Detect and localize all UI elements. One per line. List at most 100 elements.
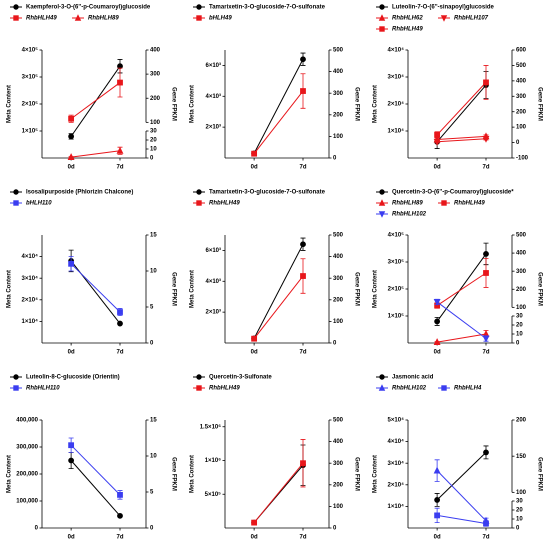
legend-marker [379, 4, 385, 10]
y2-tick-label: -100 [516, 156, 529, 162]
y-tick-label: 4×10⁴ [22, 254, 39, 260]
legend-marker [196, 189, 202, 195]
y-tick-label: 100,000 [16, 499, 38, 505]
legend-label: Jasmonic acid [392, 375, 434, 381]
legend-marker [13, 200, 19, 206]
legend-marker [13, 15, 19, 21]
x-tick-label: 7d [299, 350, 306, 356]
y2-tick-label: 5 [150, 305, 154, 311]
x-tick-label: 0d [68, 165, 75, 171]
y-tick-label: 3×10⁴ [388, 75, 405, 81]
y2-tick-label: 200 [516, 287, 527, 293]
y2-tick-label: 100 [333, 504, 344, 510]
x-tick-label: 7d [482, 350, 489, 356]
y2-tick-label: 300 [333, 276, 344, 282]
marker [68, 457, 75, 464]
marker [433, 466, 441, 474]
legend-label: RhbHLH49 [26, 16, 57, 22]
y-tick-label: 4×10³ [205, 93, 221, 100]
x-tick-label: 0d [251, 165, 258, 171]
y-tick-label: 0 [35, 526, 39, 532]
y-tick-label: 2×10⁴ [22, 297, 39, 303]
y2-tick-label: 300 [333, 91, 344, 97]
legend-marker [440, 15, 448, 22]
y2-tick-label: 100 [333, 134, 344, 140]
y2-tick-label: 20 [516, 508, 523, 514]
y-tick-label: 4×10⁵ [388, 233, 405, 239]
legend-label: Tamarixetin-3-O-glucoside-7-O-sulfonate [209, 5, 326, 11]
marker [300, 56, 306, 63]
marker [433, 299, 441, 306]
x-tick-label: 0d [434, 535, 441, 541]
legend-marker [74, 14, 82, 21]
series-line [436, 470, 487, 522]
marker [482, 335, 490, 343]
marker [433, 338, 441, 345]
y-tick-label: 1×10⁵ [388, 314, 405, 320]
y2-axis-label: Gene FPKM [353, 457, 359, 491]
y-axis-label: Meta Content [7, 455, 13, 493]
y2-tick-label: 15 [150, 233, 157, 239]
legend-label: bHLH49 [209, 16, 232, 22]
series-line [70, 263, 121, 313]
y2-axis-label: Gene FPKM [536, 457, 542, 491]
series-line [436, 452, 487, 501]
y-tick-label: 3×10⁵ [388, 260, 405, 266]
y-tick-label: 1×10⁴ [388, 129, 405, 135]
legend-marker [196, 200, 202, 206]
x-tick-label: 0d [251, 350, 258, 356]
y-tick-label: 2×10⁴ [388, 482, 405, 488]
x-tick-label: 7d [299, 165, 306, 171]
legend-label: RhbHLH89 [392, 201, 423, 207]
series-line [436, 272, 487, 306]
y2-tick-label: 100 [516, 125, 527, 131]
y-tick-label: 300,000 [16, 445, 38, 451]
series-line [253, 90, 304, 154]
y2-tick-label: 0 [333, 526, 337, 532]
y2-tick-label: 400 [150, 48, 161, 54]
y2-tick-label: 30 [150, 129, 157, 135]
marker [483, 520, 489, 527]
marker [434, 497, 441, 503]
y-tick-label: 3×10⁵ [22, 75, 39, 81]
y2-tick-label: 5 [150, 490, 154, 496]
legend-marker [13, 4, 19, 10]
series-line [253, 59, 304, 154]
series-line [436, 301, 487, 339]
series-line [70, 260, 121, 324]
y2-tick-label: 100 [150, 120, 161, 126]
legend-marker [379, 189, 385, 195]
legend-label: RhbHLH4 [454, 386, 482, 392]
marker [117, 309, 123, 315]
marker [483, 449, 489, 456]
series-line [437, 333, 487, 343]
y2-tick-label: 200 [150, 96, 161, 102]
marker [434, 512, 441, 519]
legend-label: Luteolin-7-O-(6''-sinapoyl)glucoside [392, 5, 495, 11]
y2-tick-label: 0 [516, 140, 520, 146]
y2-axis-label: Gene FPKM [536, 272, 542, 306]
y-tick-label: 200,000 [16, 472, 38, 478]
y-tick-label: 2×10⁴ [388, 102, 405, 108]
series-line [253, 244, 304, 339]
series-line [253, 462, 304, 523]
y2-axis-label: Gene FPKM [536, 87, 542, 121]
marker [434, 131, 441, 138]
x-tick-label: 7d [482, 535, 489, 541]
legend-label: Isosalipurposide (Phlorizin Chalcone) [26, 190, 133, 196]
y2-tick-label: 300 [333, 461, 344, 467]
y2-tick-label: 500 [333, 233, 344, 239]
series-line [437, 138, 487, 143]
y-tick-label: 4×10⁴ [388, 439, 405, 445]
y2-tick-label: 400 [333, 439, 344, 445]
marker [67, 153, 75, 160]
marker [68, 115, 75, 122]
legend-marker [13, 385, 19, 391]
y-tick-label: 6×10³ [205, 247, 221, 254]
marker [117, 320, 123, 327]
y-axis-label: Meta Content [373, 270, 379, 308]
legend-marker [378, 384, 386, 391]
marker [483, 270, 489, 276]
marker [300, 88, 306, 94]
